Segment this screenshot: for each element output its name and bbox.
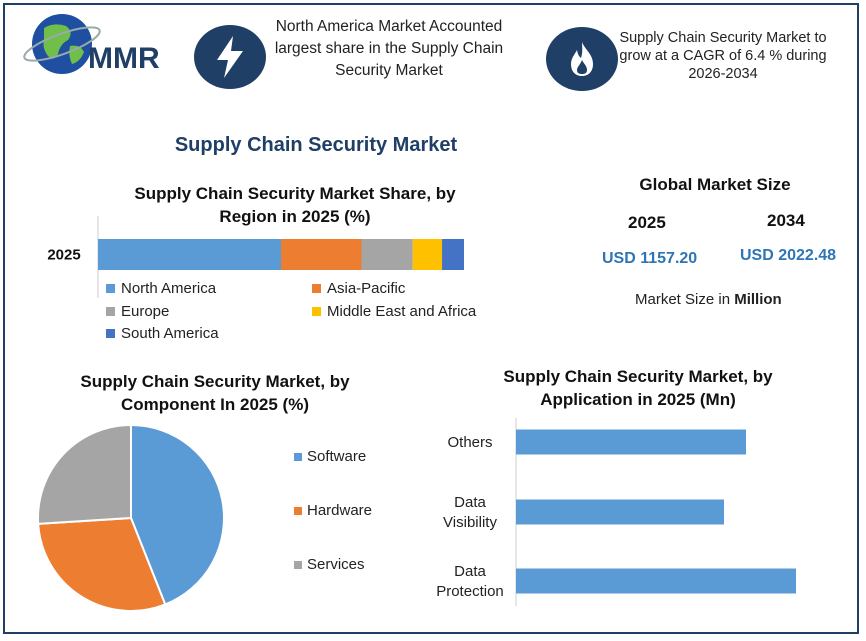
region-legend-swatch	[312, 284, 321, 293]
region-legend-swatch	[312, 307, 321, 316]
region-stacked-bar-chart: 2025 North America Asia-Pacific Europe Middl…	[47, 216, 477, 342]
pie-slice	[37, 423, 132, 525]
application-bar-chart: Others Data Visibility Data Protection	[436, 418, 796, 606]
region-bar-segment	[412, 239, 443, 270]
app-category-label: Others	[447, 434, 492, 451]
global-size-title: Global Market Size	[639, 175, 791, 194]
pie-legend-swatch	[294, 561, 302, 569]
region-legend-label: South America	[121, 325, 219, 342]
region-bar-segment	[361, 239, 413, 270]
region-legend-swatch	[106, 307, 115, 316]
unit-prefix: Market Size in	[635, 291, 735, 308]
region-bar-segment	[281, 239, 362, 270]
infographic-frame	[3, 3, 859, 634]
pie-legend-label: Services	[307, 556, 365, 573]
region-legend-swatch	[106, 284, 115, 293]
app-category-label: Data Protection	[436, 563, 504, 600]
flame-badge	[546, 27, 618, 91]
flame-icon	[571, 42, 593, 76]
global-size-unit: Market Size in Million	[635, 291, 782, 308]
app-category-label: Data Visibility	[443, 494, 497, 531]
region-bar-segment	[442, 239, 464, 270]
mmr-logo: MMR	[23, 14, 160, 75]
header-right-text: Supply Chain Security Market to grow at …	[619, 30, 827, 82]
global-size-year2: 2034	[767, 211, 805, 230]
component-chart-title: Supply Chain Security Market, by Compone…	[80, 372, 350, 414]
region-category-label: 2025	[47, 247, 80, 264]
region-legend-label: Asia-Pacific	[327, 280, 406, 297]
lightning-badge	[194, 25, 266, 89]
app-bar	[516, 499, 724, 525]
region-legend-label: North America	[121, 280, 217, 297]
pie-legend-label: Hardware	[307, 502, 372, 519]
main-title: Supply Chain Security Market	[174, 134, 458, 156]
app-bar	[516, 568, 796, 594]
region-legend-label: Europe	[121, 303, 169, 320]
app-bar	[516, 429, 746, 455]
global-size-value1: USD 1157.20	[602, 250, 698, 267]
pie-legend-label: Software	[307, 448, 366, 465]
application-chart-title: Supply Chain Security Market, by Applica…	[503, 367, 773, 409]
global-size-year1: 2025	[628, 213, 666, 232]
pie-legend-swatch	[294, 453, 302, 461]
region-legend-label: Middle East and Africa	[327, 303, 477, 320]
component-pie-chart: Software Hardware Services	[37, 423, 372, 612]
pie-legend-swatch	[294, 507, 302, 515]
logo-text: MMR	[88, 42, 160, 75]
pie-slice	[130, 423, 225, 606]
global-size-value2: USD 2022.48	[740, 247, 837, 264]
region-bar-segment	[98, 239, 281, 270]
unit-bold: Million	[734, 291, 782, 308]
region-legend-swatch	[106, 329, 115, 338]
header-left-text: North America Market Accounted largest s…	[274, 18, 504, 79]
region-chart-title: Supply Chain Security Market Share, by R…	[134, 184, 456, 226]
pie-slice	[37, 516, 167, 612]
lightning-icon	[217, 36, 243, 78]
